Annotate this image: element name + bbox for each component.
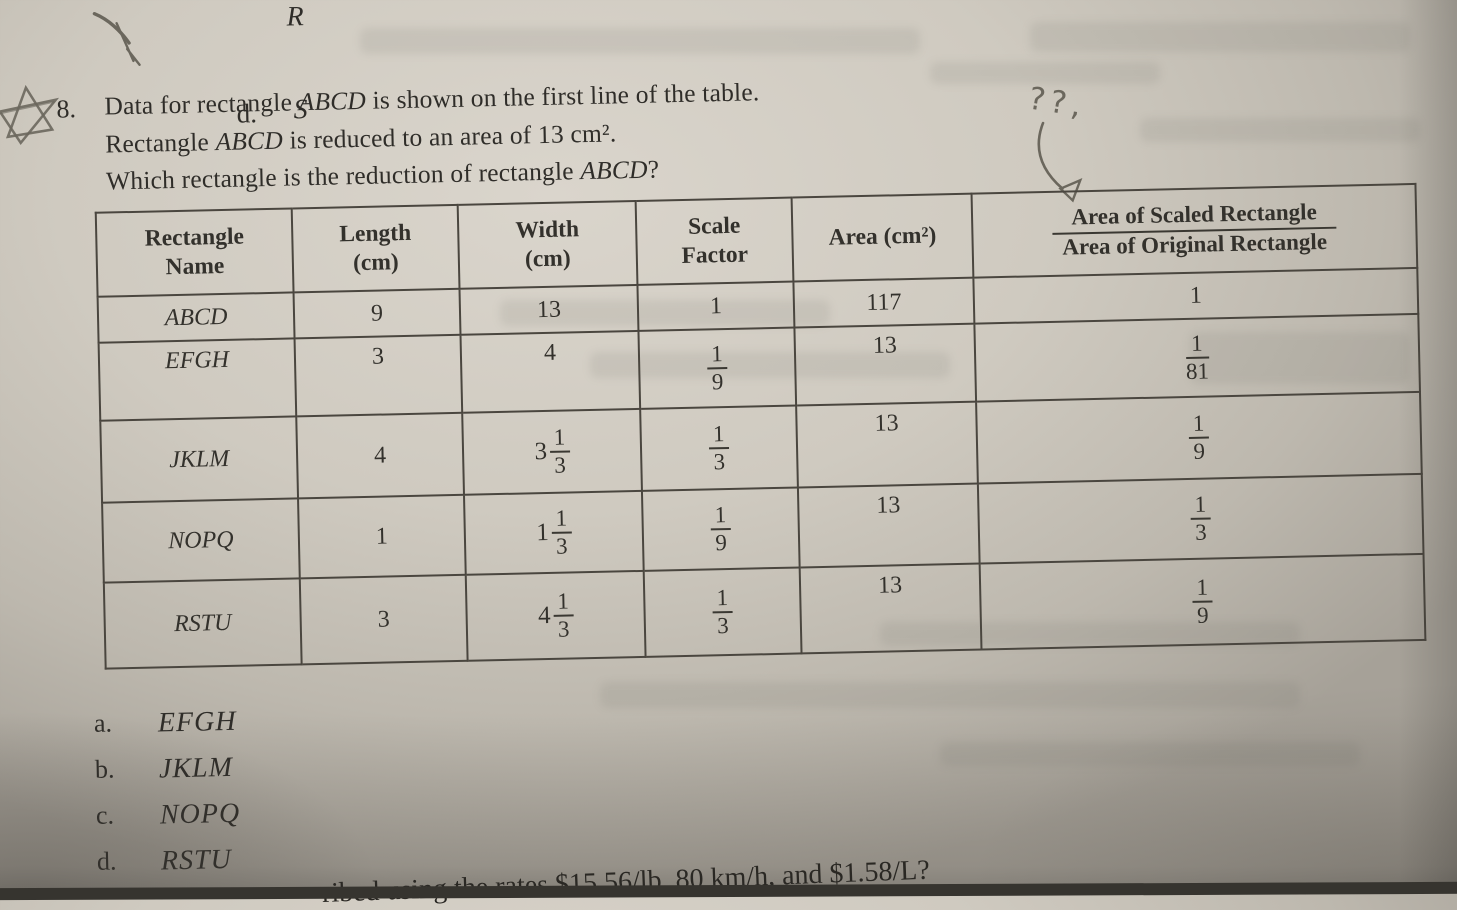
cell-scale-factor: 1	[637, 281, 795, 331]
question-line-3: Which rectangle is the reduction of rect…	[106, 154, 660, 196]
show-through-smudge	[500, 300, 830, 326]
cell-name: ABCD	[97, 292, 295, 343]
header-area: Area (cm²)	[791, 193, 974, 282]
show-through-smudge	[590, 352, 950, 378]
header-length: Length (cm)	[291, 204, 460, 293]
question-text: Data for rectangle	[104, 87, 299, 121]
cell-name: EFGH	[98, 338, 297, 421]
cell-length: 9	[293, 288, 461, 339]
cell-length: 3	[294, 334, 463, 417]
question-text: ?	[647, 154, 660, 184]
ratio-denominator-label: Area of Original Rectangle	[1062, 228, 1328, 260]
question-number: 8.	[56, 94, 77, 124]
cell-area: 13	[796, 401, 978, 488]
show-through-smudge	[1030, 22, 1410, 52]
rectangle-name-inline: ABCD	[580, 154, 649, 186]
header-width: Width (cm)	[457, 200, 638, 289]
choice-d-label: RSTU	[160, 843, 233, 877]
cell-width: 4	[460, 330, 641, 413]
star-doodle-icon	[0, 84, 60, 146]
cell-name: RSTU	[103, 578, 302, 669]
rectangle-name-inline: ABCD	[298, 85, 367, 117]
cell-name: JKLM	[100, 416, 299, 503]
question-line-2: Rectangle ABCD is reduced to an area of …	[105, 118, 617, 159]
choice-a-label: EFGH	[157, 705, 237, 739]
choice-a-letter: a.	[93, 708, 113, 738]
choice-b-label: JKLM	[158, 751, 234, 785]
rectangles-table: Rectangle Name Length (cm) Width (cm) Scale…	[95, 183, 1427, 670]
show-through-smudge	[600, 682, 1300, 708]
show-through-smudge	[360, 28, 920, 54]
previous-option-r: R	[286, 1, 304, 33]
question-text: Rectangle	[104, 127, 216, 159]
pencil-check-mark	[92, 12, 141, 66]
show-through-smudge	[880, 622, 1300, 646]
show-through-smudge	[1190, 332, 1410, 384]
show-through-smudge	[930, 62, 1160, 84]
question-line-1: Data for rectangle ABCD is shown on the …	[104, 77, 760, 121]
cell-area: 13	[794, 323, 977, 406]
handwritten-arrow-icon	[1037, 121, 1083, 203]
cell-area: 13	[799, 563, 982, 654]
choice-b-letter: b.	[94, 754, 115, 784]
show-through-smudge	[940, 742, 1360, 766]
header-scale-factor: Scale Factor	[635, 197, 794, 285]
cell-name: NOPQ	[102, 498, 300, 583]
choice-c-letter: c.	[95, 800, 115, 830]
header-area-ratio: Area of Scaled Rectangle Area of Original…	[971, 183, 1418, 278]
question-text: is shown on the first line of the table.	[365, 77, 760, 115]
cell-length: 1	[298, 494, 466, 579]
cell-width: 13	[459, 284, 639, 335]
rectangle-name-inline: ABCD	[215, 125, 284, 157]
header-rectangle-name: Rectangle Name	[95, 208, 294, 297]
choice-c-label: NOPQ	[159, 797, 241, 831]
choice-d-letter: d.	[96, 846, 117, 876]
cell-area: 117	[793, 277, 975, 328]
question-text: is reduced to an area of 13 cm².	[282, 118, 617, 155]
show-through-smudge	[1140, 118, 1420, 142]
cell-length: 4	[296, 412, 464, 499]
cell-length: 3	[299, 574, 468, 665]
question-text: Which rectangle is the reduction of rect…	[105, 156, 581, 196]
cell-area-ratio: 1 81	[974, 313, 1420, 402]
cell-area: 13	[797, 483, 980, 568]
